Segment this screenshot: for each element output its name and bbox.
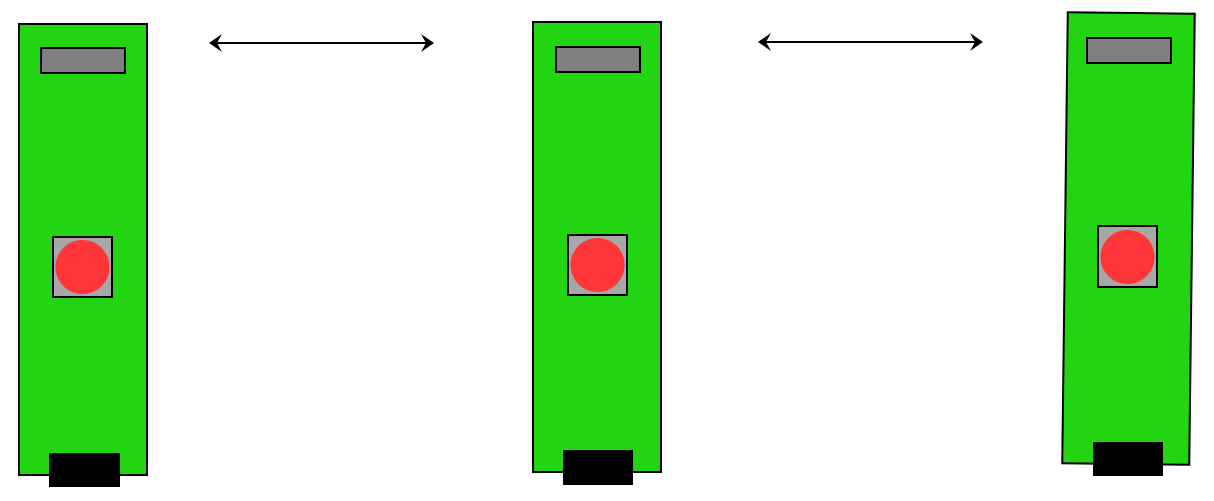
arrow-head-right (421, 34, 434, 52)
connector-block (49, 453, 120, 487)
module-2 (532, 21, 662, 485)
bidirectional-arrow-1-2 (209, 34, 434, 52)
module-label-plate (40, 47, 126, 74)
red-button (55, 240, 110, 294)
red-button (1100, 230, 1155, 284)
arrow-head-right (970, 33, 983, 51)
bidirectional-arrow-2-3 (758, 33, 983, 51)
module-1 (18, 23, 148, 487)
module-label-plate (555, 46, 641, 73)
module-3 (1061, 11, 1196, 476)
connector-block (1093, 442, 1163, 476)
arrow-head-left (758, 33, 771, 51)
red-button (570, 238, 625, 292)
connector-block (563, 450, 633, 485)
module-label-plate (1086, 37, 1172, 64)
arrow-head-left (209, 34, 222, 52)
